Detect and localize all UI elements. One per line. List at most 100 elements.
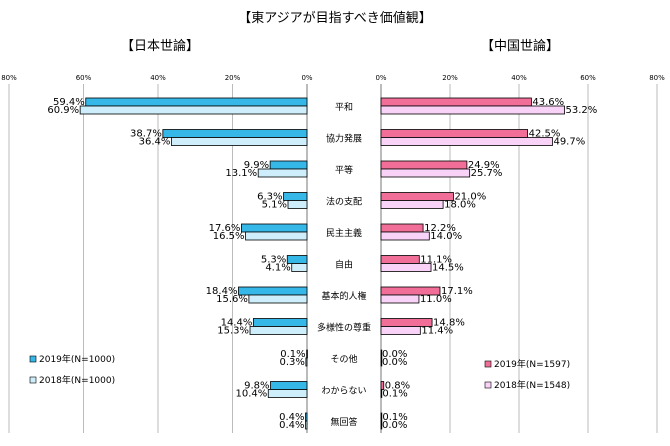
data-label-right: 24.9%	[468, 160, 500, 171]
bar-left	[249, 326, 308, 335]
data-label-left: 0.3%	[279, 357, 304, 368]
legend-label: 2018年(N=1000)	[39, 374, 115, 386]
bar-right	[380, 420, 383, 430]
data-label-right: 0.0%	[382, 420, 407, 431]
bar-left	[85, 97, 308, 107]
bar-left	[305, 357, 308, 367]
bar-left	[252, 318, 308, 327]
data-label-left: 5.3%	[261, 255, 286, 266]
bar-left	[305, 412, 308, 422]
tick-label-right: 60%	[580, 74, 596, 82]
tick-label-left: 20%	[225, 74, 241, 82]
data-label-left: 4.1%	[265, 263, 290, 274]
tick-label-right: 20%	[442, 74, 458, 82]
data-label-left: 17.6%	[209, 223, 241, 234]
data-label-right: 12.2%	[424, 223, 456, 234]
data-label-left: 0.4%	[279, 412, 304, 423]
chart-title: 【東アジアが目指すべき価値観】	[238, 10, 432, 26]
data-label-left: 14.4%	[221, 318, 253, 329]
category-label: 基本的人権	[321, 290, 366, 302]
category-label: 自由	[335, 259, 353, 271]
data-label-right: 14.8%	[433, 318, 465, 329]
bar-left	[291, 263, 308, 272]
tick-label-left: 60%	[76, 74, 92, 82]
data-label-left: 38.7%	[130, 129, 162, 140]
bar-left	[267, 389, 308, 398]
bar-left	[162, 129, 308, 138]
category-label: 多様性の尊重	[317, 322, 371, 334]
tick-label-left: 40%	[150, 74, 166, 82]
category-label: 協力発展	[326, 133, 362, 145]
data-label-left: 15.6%	[216, 294, 248, 305]
data-label-right: 53.2%	[566, 105, 598, 116]
legend-label: 2019年(N=1000)	[39, 353, 115, 365]
bar-right	[380, 255, 420, 264]
category-label: 平等	[335, 164, 353, 176]
category-label: 無回答	[330, 416, 357, 428]
tick-label-right: 80%	[649, 74, 665, 82]
bar-right	[380, 381, 385, 390]
bar-left	[283, 192, 308, 201]
data-label-right: 18.0%	[444, 200, 476, 211]
data-label-left: 5.1%	[262, 200, 287, 211]
bar-left	[245, 231, 308, 241]
bar-left	[241, 223, 308, 233]
data-label-left: 59.4%	[53, 97, 85, 108]
data-label-right: 49.7%	[553, 137, 585, 148]
data-label-right: 42.5%	[529, 129, 561, 140]
data-label-left: 0.4%	[279, 420, 304, 431]
bar-right	[380, 263, 432, 272]
bar-right	[380, 389, 383, 398]
data-label-right: 11.0%	[420, 294, 452, 305]
category-label: その他	[330, 353, 357, 365]
bar-left	[269, 160, 308, 170]
bar-right	[380, 160, 468, 170]
legend-swatch	[484, 360, 492, 368]
data-label-left: 9.8%	[244, 381, 269, 392]
tick-label-right: 40%	[511, 74, 527, 82]
data-label-right: 21.0%	[454, 192, 486, 203]
data-label-left: 0.1%	[280, 349, 305, 360]
bar-left	[248, 294, 308, 304]
bar-right	[380, 357, 383, 367]
legend: 2019年(N=1000) 2018年(N=1000) 2019年(N=1597) 2…	[29, 353, 570, 391]
bar-right	[380, 326, 421, 335]
data-label-left: 15.3%	[217, 326, 249, 337]
bar-right	[380, 223, 424, 233]
axis-ticks: 80% 60% 40% 20% 0% 0% 20% 40% 60% 80%	[1, 74, 665, 82]
data-label-right: 0.1%	[382, 389, 407, 400]
left-panel-title: 【日本世論】	[121, 38, 199, 54]
category-label: 平和	[335, 102, 353, 113]
category-label: わからない	[321, 386, 366, 397]
data-label-right: 25.7%	[471, 168, 503, 179]
bars	[79, 97, 565, 430]
legend-swatch	[29, 376, 37, 384]
legend-label: 2018年(N=1548)	[494, 379, 570, 391]
data-label-right: 14.5%	[432, 263, 464, 274]
bar-right	[380, 129, 529, 138]
data-label-left: 9.9%	[244, 160, 269, 171]
bar-right	[380, 105, 565, 115]
bar-right	[380, 294, 420, 304]
tick-label-left: 80%	[1, 74, 17, 82]
tick-label-left: 0%	[301, 74, 312, 82]
data-label-right: 0.0%	[382, 349, 407, 360]
bar-right	[380, 192, 454, 201]
data-label-right: 0.0%	[382, 357, 407, 368]
bar-right	[380, 97, 532, 107]
data-label-right: 11.4%	[421, 326, 453, 337]
data-label-right: 17.1%	[441, 286, 473, 297]
legend-label: 2019年(N=1597)	[494, 358, 570, 370]
tick-label-right: 0%	[375, 74, 386, 82]
legend-swatch	[484, 381, 492, 389]
data-label-left: 36.4%	[139, 137, 171, 148]
data-label-left: 60.9%	[47, 105, 79, 116]
bar-right	[380, 168, 471, 178]
data-label-right: 0.8%	[385, 381, 410, 392]
bar-left	[171, 137, 308, 146]
bar-left	[287, 200, 308, 209]
data-label-left: 6.3%	[257, 192, 282, 203]
data-label-right: 14.0%	[430, 231, 462, 242]
